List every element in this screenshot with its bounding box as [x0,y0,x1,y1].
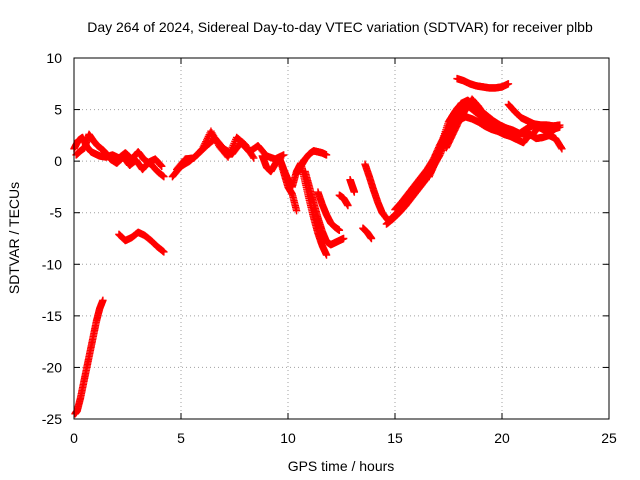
data-point [344,201,352,210]
plot-frame [73,57,610,420]
grid-lines [74,58,609,419]
series-arc-10 [301,167,348,249]
y-tick-label: 0 [54,153,62,169]
data-point [160,248,168,256]
series-arc-21 [504,100,564,130]
y-tick-label: -20 [42,359,62,375]
data-point [556,121,564,129]
x-tick-label: 0 [70,430,78,446]
y-tick-label: -25 [42,411,62,427]
x-tick-label: 10 [280,430,296,446]
data-point [322,251,331,259]
series-arc-9 [292,147,331,178]
data-point [292,206,301,215]
data-point [487,125,495,133]
data-point [335,226,344,234]
series-arc-19 [425,96,562,181]
data-point [339,234,348,243]
x-axis-label: GPS time / hours [288,458,395,474]
chart-title: Day 264 of 2024, Sidereal Day-to-day VTE… [87,19,593,35]
data-point [99,296,107,305]
data-points [70,74,566,418]
data-point [322,151,331,159]
data-point [158,162,166,170]
axis-ticks: 0 5 10 15 20 25 -25 -20 -15 -10 -5 0 5 10 [42,50,617,446]
y-tick-label: 5 [54,102,62,118]
x-tick-label: 25 [601,430,617,446]
series-arc-3 [71,296,107,418]
series-arc-6 [173,127,258,174]
data-point [558,145,566,153]
data-point [367,234,376,243]
data-point [250,154,258,162]
y-tick-label: -10 [42,256,62,272]
x-tick-label: 5 [177,430,185,446]
series-arc-13 [346,176,359,196]
series-arc-20 [453,74,513,92]
series-arc-12 [335,191,352,210]
y-tick-label: -5 [50,205,63,221]
series-arc-2 [72,130,166,174]
x-tick-label: 15 [387,430,403,446]
data-point [160,172,168,181]
data-point [504,80,513,88]
y-axis-label: SDTVAR / TECUs [6,182,22,294]
series-arc-11 [314,188,344,234]
data-point [280,151,288,159]
y-tick-label: -15 [42,308,62,324]
y-tick-label: 10 [46,50,62,66]
series-arc-4 [115,228,168,256]
data-point [350,188,359,196]
series-arc-14 [359,224,376,243]
x-tick-label: 20 [494,430,510,446]
